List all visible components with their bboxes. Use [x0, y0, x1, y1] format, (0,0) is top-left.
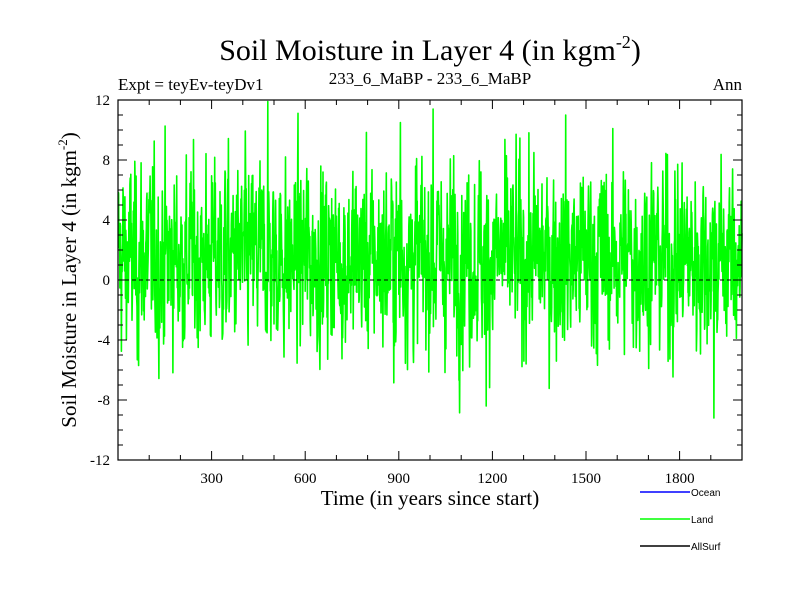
x-tick-label: 1800 [665, 471, 695, 487]
y-tick-label: 0 [103, 273, 111, 289]
y-tick-label: 8 [103, 153, 111, 169]
x-tick-label: 1500 [571, 471, 601, 487]
legend-label-ocean: Ocean [691, 488, 720, 499]
axis-ticks [118, 99, 742, 461]
y-tick-label: -12 [90, 453, 110, 469]
subtitle-left: Expt = teyEv-teyDv1 [118, 75, 264, 94]
x-axis-label: Time (in years since start) [321, 486, 540, 510]
y-axis-label: Soil Moisture in Layer 4 (in kgm-2) [55, 132, 81, 427]
y-tick-label: 12 [95, 93, 110, 109]
subtitle-center: 233_6_MaBP - 233_6_MaBP [329, 69, 531, 88]
series-land-line [117, 100, 743, 419]
legend-label-allsurf: AllSurf [691, 542, 721, 553]
legend: Ocean Land AllSurf [640, 488, 721, 553]
axis-tick-labels: 300 600 900 1200 1500 1800 -12 -8 -4 0 4 8 12 [90, 93, 695, 487]
y-tick-label: -4 [98, 333, 111, 349]
y-tick-label: 4 [103, 213, 111, 229]
subtitle-right: Ann [713, 75, 743, 94]
y-tick-label: -8 [98, 393, 111, 409]
x-tick-label: 1200 [477, 471, 507, 487]
x-tick-label: 900 [388, 471, 411, 487]
chart-title: Soil Moisture in Layer 4 (in kgm-2) [219, 32, 641, 67]
legend-label-land: Land [691, 515, 713, 526]
x-tick-label: 600 [294, 471, 317, 487]
x-tick-label: 300 [200, 471, 223, 487]
